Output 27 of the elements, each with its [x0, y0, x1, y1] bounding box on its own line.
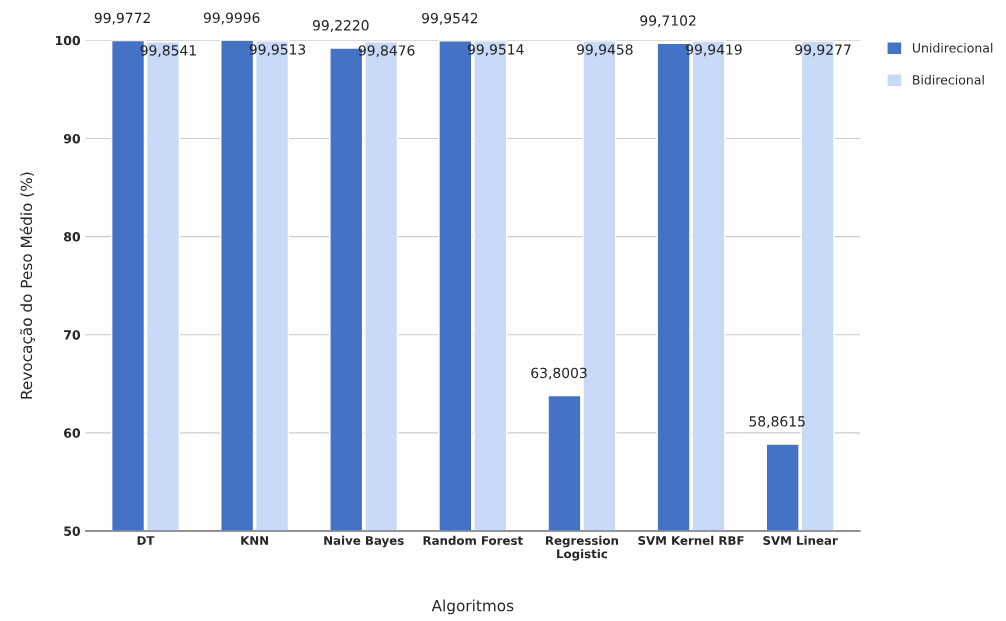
y-tick-label: 70	[64, 330, 81, 340]
y-tick-label: 50	[64, 526, 81, 536]
y-tick-label: 60	[64, 428, 81, 438]
data-label: 99,9542	[422, 12, 478, 25]
data-label: 99,9772	[94, 12, 150, 25]
data-label: 58,8615	[749, 416, 805, 429]
data-label: 99,2220	[312, 20, 369, 33]
x-tick-label: SVM Kernel RBF	[638, 535, 744, 545]
x-tick-label: Naive Bayes	[324, 535, 404, 548]
data-label: 99,9458	[576, 44, 633, 57]
x-tick-label: Random Forest	[423, 535, 523, 545]
data-label: 99,8476	[358, 45, 415, 58]
x-tick-label: Regression Logistic	[546, 535, 618, 561]
legend-label: Unidirecional	[912, 42, 993, 53]
y-tick-label: 90	[63, 133, 81, 144]
y-axis-title: Revocação do Peso Médio (%)	[19, 172, 35, 399]
y-tick-label: 100	[55, 35, 81, 46]
data-label: 63,8003	[531, 367, 587, 380]
data-label: 99,9996	[203, 12, 260, 25]
x-tick-label: SVM Linear	[763, 535, 838, 545]
data-label: 99,7102	[640, 15, 696, 28]
legend-label: Bidirecional	[913, 74, 984, 85]
x-tick-label: KNN	[241, 536, 268, 545]
x-tick-label: DT	[137, 536, 155, 545]
x-axis-title: Algoritmos	[431, 599, 514, 615]
data-label: 99,9277	[795, 44, 851, 57]
y-tick-label: 80	[64, 232, 81, 242]
